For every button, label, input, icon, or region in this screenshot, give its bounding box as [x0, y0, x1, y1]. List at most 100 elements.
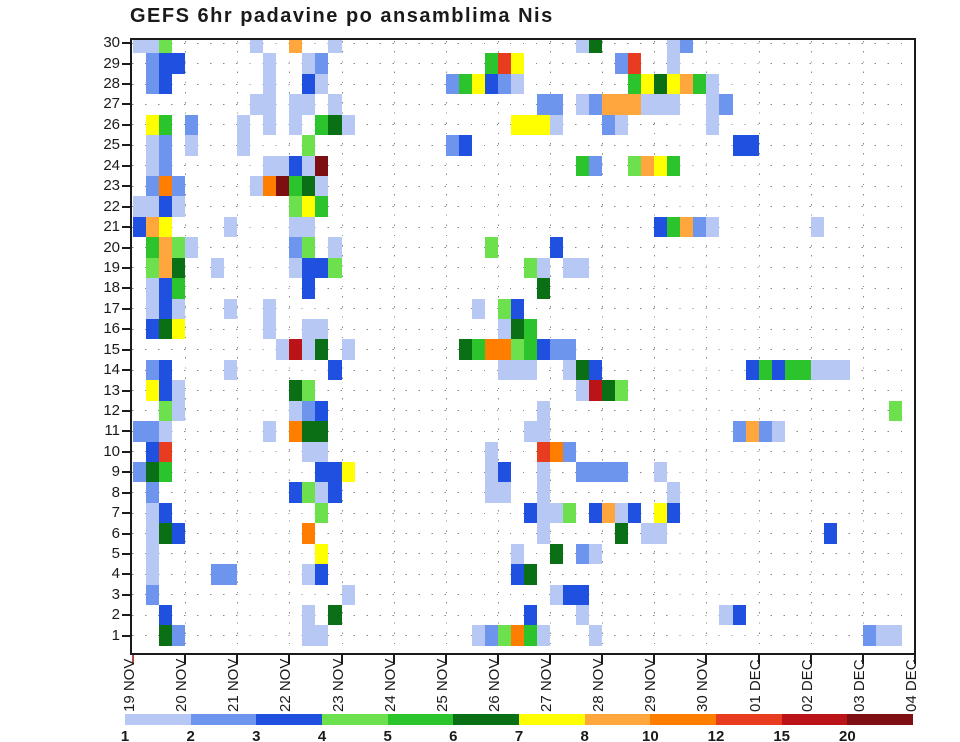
y-axis-tick — [122, 328, 130, 331]
heatmap-cell — [159, 135, 173, 156]
y-axis-tick — [122, 226, 130, 229]
heatmap-cell — [667, 216, 681, 238]
heatmap-cell — [159, 502, 173, 524]
heatmap-cell — [823, 359, 837, 381]
heatmap-cell — [576, 543, 590, 565]
x-axis-label: 04 DEC — [902, 659, 920, 712]
day-gridline — [758, 41, 760, 652]
heatmap-cell — [315, 441, 329, 462]
heatmap-cell — [458, 339, 472, 360]
y-axis-tick — [122, 471, 130, 474]
x-axis-tick — [340, 655, 343, 664]
heatmap-cell — [667, 53, 681, 74]
heatmap-cell — [523, 421, 537, 442]
y-axis-tick — [122, 287, 130, 290]
y-axis-label: 17 — [103, 299, 120, 317]
y-axis-label: 14 — [103, 361, 120, 379]
heatmap-cell — [641, 523, 655, 544]
heatmap-cell — [510, 339, 524, 360]
heatmap-cell — [589, 625, 603, 646]
heatmap-cell — [146, 114, 160, 136]
heatmap-cell — [315, 482, 329, 503]
heatmap-cell — [550, 543, 564, 565]
heatmap-cell — [146, 482, 160, 503]
row-gridline — [132, 471, 914, 473]
heatmap-cell — [172, 400, 186, 422]
heatmap-cell — [537, 625, 551, 646]
heatmap-cell — [693, 73, 707, 95]
heatmap-cell — [289, 237, 303, 258]
heatmap-cell — [537, 114, 551, 136]
heatmap-cell — [315, 502, 329, 524]
heatmap-cell — [888, 625, 902, 646]
heatmap-cell — [159, 237, 173, 258]
heatmap-cell — [328, 114, 342, 136]
heatmap-cell — [523, 502, 537, 524]
heatmap-cell — [289, 155, 303, 176]
heatmap-cell — [458, 73, 472, 95]
plot-area — [130, 38, 916, 655]
heatmap-cell — [537, 278, 551, 299]
heatmap-cell — [289, 339, 303, 360]
y-axis-tick — [122, 266, 130, 269]
heatmap-cell — [615, 462, 629, 483]
x-axis-tick — [913, 655, 916, 664]
legend-segment — [716, 714, 783, 725]
row-gridline — [132, 287, 914, 289]
heatmap-cell — [471, 625, 485, 646]
legend-segment — [387, 714, 454, 725]
y-axis-tick — [122, 409, 130, 412]
heatmap-cell — [654, 502, 668, 524]
heatmap-cell — [706, 94, 720, 115]
heatmap-cell — [172, 319, 186, 340]
heatmap-cell — [654, 216, 668, 238]
x-axis-label: 02 DEC — [798, 659, 816, 712]
heatmap-cell — [537, 400, 551, 422]
heatmap-cell — [302, 237, 316, 258]
y-axis-tick — [122, 389, 130, 392]
heatmap-cell — [146, 564, 160, 585]
heatmap-cell — [576, 155, 590, 176]
heatmap-cell — [510, 114, 524, 136]
heatmap-cell — [146, 298, 160, 319]
heatmap-cell — [576, 380, 590, 401]
row-gridline — [132, 42, 914, 44]
heatmap-cell — [550, 114, 564, 136]
y-axis-label: 19 — [103, 258, 120, 276]
heatmap-cell — [159, 523, 173, 544]
heatmap-cell — [458, 135, 472, 156]
row-gridline — [132, 614, 914, 616]
heatmap-cell — [146, 216, 160, 238]
heatmap-cell — [341, 584, 355, 605]
x-axis-label: 25 NOV — [433, 658, 451, 712]
heatmap-cell — [159, 278, 173, 299]
x-axis-tick — [861, 655, 864, 664]
heatmap-cell — [615, 523, 629, 544]
y-axis-tick — [122, 144, 130, 147]
legend-label: 2 — [186, 728, 195, 742]
row-gridline — [132, 226, 914, 228]
legend-label: 15 — [773, 728, 790, 742]
heatmap-cell — [497, 462, 511, 483]
legend-label: 6 — [449, 728, 458, 742]
heatmap-cell — [589, 94, 603, 115]
heatmap-cell — [276, 155, 290, 176]
legend-segment — [519, 714, 586, 725]
heatmap-cell — [302, 625, 316, 646]
heatmap-cell — [523, 359, 537, 381]
heatmap-cell — [315, 53, 329, 74]
legend-label: 3 — [252, 728, 261, 742]
x-axis-label: 23 NOV — [329, 658, 347, 712]
legend-segment — [584, 714, 651, 725]
y-axis-tick — [122, 491, 130, 494]
heatmap-cell — [888, 400, 902, 422]
heatmap-cell — [510, 298, 524, 319]
heatmap-cell — [628, 155, 642, 176]
heatmap-cell — [523, 114, 537, 136]
heatmap-cell — [328, 257, 342, 279]
heatmap-cell — [510, 625, 524, 646]
heatmap-cell — [159, 53, 173, 74]
heatmap-cell — [159, 380, 173, 401]
heatmap-cell — [302, 196, 316, 217]
